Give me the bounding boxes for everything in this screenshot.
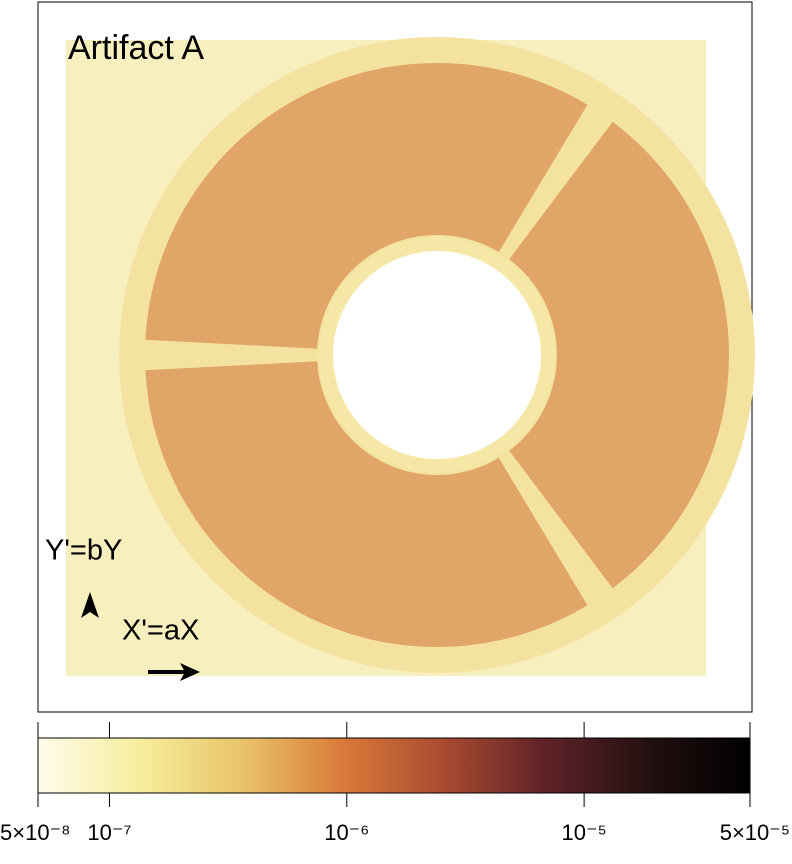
colorbar bbox=[37, 737, 751, 794]
ring-image bbox=[119, 37, 755, 673]
colorbar-tick-label: 5×10⁻⁸ bbox=[0, 820, 70, 845]
center-hole bbox=[333, 251, 541, 459]
annotation: Y'=bY bbox=[45, 535, 122, 567]
ring-segment bbox=[509, 121, 729, 589]
colorbar-ticks: 5×10⁻⁸ 10⁻⁷ 10⁻⁶ 10⁻⁵ 5×10⁻⁵ bbox=[0, 722, 790, 845]
colorbar-tick-label: 10⁻⁷ bbox=[87, 820, 131, 845]
ring-segment bbox=[145, 62, 588, 349]
colorbar-tick-label: 5×10⁻⁵ bbox=[720, 820, 790, 845]
arrow-up bbox=[81, 592, 99, 618]
ring-segment bbox=[145, 361, 588, 648]
colorbar-tick-label: 10⁻⁵ bbox=[562, 820, 607, 845]
annotation: X'=aX bbox=[122, 615, 199, 647]
chart-title: Artifact A bbox=[68, 29, 204, 67]
colorbar-tick-label: 10⁻⁶ bbox=[324, 820, 369, 845]
arrow-right-head bbox=[180, 663, 200, 681]
